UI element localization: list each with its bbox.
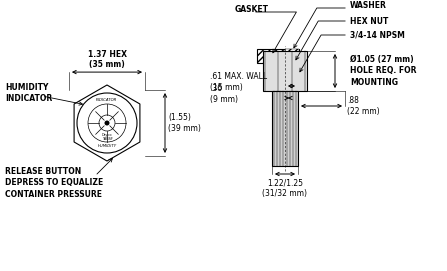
Circle shape [105, 121, 110, 125]
Text: HUMIDITY: HUMIDITY [97, 144, 117, 148]
Text: 1.22/1.25
(31/32 mm): 1.22/1.25 (31/32 mm) [262, 179, 308, 198]
Bar [285, 49, 299, 57]
Text: 3/4-14 NPSM: 3/4-14 NPSM [350, 31, 405, 40]
Text: INDICATOR: INDICATOR [96, 98, 118, 102]
Bar [272, 91, 298, 166]
Text: WASHER: WASHER [350, 2, 387, 11]
Text: Dryco: Dryco [101, 133, 112, 137]
Text: (1.55)
(39 mm): (1.55) (39 mm) [168, 113, 201, 133]
Text: TABSF: TABSF [101, 137, 113, 140]
Text: GASKET: GASKET [235, 5, 269, 14]
Circle shape [77, 93, 137, 153]
Text: Ø1.05 (27 mm)
HOLE REQ. FOR
MOUNTING: Ø1.05 (27 mm) HOLE REQ. FOR MOUNTING [350, 55, 417, 87]
Bar [257, 49, 285, 63]
Text: .88
(22 mm): .88 (22 mm) [347, 96, 380, 116]
Text: HUMIDITY
INDICATOR: HUMIDITY INDICATOR [5, 83, 52, 103]
Text: HEX NUT: HEX NUT [350, 17, 388, 25]
Polygon shape [74, 85, 140, 161]
Text: RELEASE BUTTON
DEPRESS TO EQUALIZE
CONTAINER PRESSURE: RELEASE BUTTON DEPRESS TO EQUALIZE CONTA… [5, 167, 103, 199]
Bar [263, 51, 307, 91]
Text: 1.37 HEX
(35 mm): 1.37 HEX (35 mm) [88, 50, 127, 69]
Text: .61 MAX. WALL
(15 mm): .61 MAX. WALL (15 mm) [210, 72, 267, 92]
Text: .36
(9 mm): .36 (9 mm) [210, 84, 238, 104]
Bar [285, 49, 299, 69]
